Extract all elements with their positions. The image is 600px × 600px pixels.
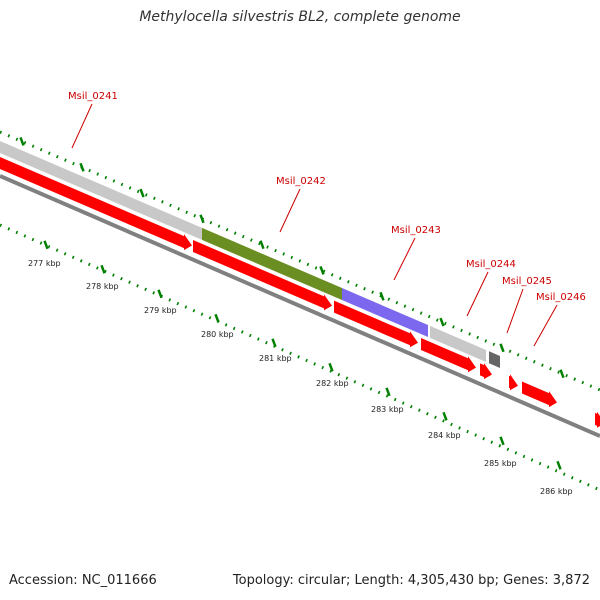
tick-label: 278 kbp: [86, 282, 119, 291]
outer-major-tick-10: [559, 369, 565, 379]
gene-bar-msil-0244: [430, 325, 486, 362]
cds-arrow-8: [595, 411, 600, 428]
inner-major-tick-7: [385, 387, 391, 397]
outer-major-tick-6: [319, 266, 325, 275]
gene-bar-msil-0242: [202, 227, 342, 301]
gene-label-msil-0241[interactable]: Msil_0241: [68, 91, 118, 102]
gene-callout-line: [533, 304, 558, 347]
outer-major-tick-7: [379, 291, 385, 301]
tick-label: 280 kbp: [201, 330, 234, 339]
backbone-line: [0, 174, 600, 438]
cds-track: [0, 157, 600, 428]
inner-major-tick-1: [43, 240, 49, 250]
cds-arrow-4: [421, 338, 476, 373]
inner-major-tick-3: [157, 289, 163, 299]
tick-label: 281 kbp: [259, 354, 292, 363]
tick-labels: 277 kbp 278 kbp 279 kbp 280 kbp 281 kbp 282 k…: [28, 259, 573, 496]
genome-summary-text: Topology: circular; Length: 4,305,430 bp…: [232, 573, 590, 588]
outer-tick-track: [0, 130, 600, 392]
gene-label-msil-0245[interactable]: Msil_0245: [502, 276, 552, 287]
tick-label: 277 kbp: [28, 259, 61, 268]
gene-bar-msil-0243: [342, 288, 428, 338]
inner-major-tick-10: [556, 460, 562, 470]
tick-label: 286 kbp: [540, 487, 573, 496]
outer-major-tick-5: [259, 240, 265, 250]
gene-callout-line: [279, 188, 301, 233]
outer-major-ticks: [19, 137, 565, 379]
cds-arrow-1: [0, 157, 192, 251]
inner-major-tick-9: [499, 436, 505, 446]
outer-major-tick-4: [199, 214, 205, 224]
inner-major-tick-6: [328, 362, 334, 372]
tick-label: 285 kbp: [484, 459, 517, 468]
gene-bar-msil-0245: [489, 351, 500, 368]
cds-arrow-3: [334, 300, 418, 348]
outer-major-tick-1: [19, 137, 25, 146]
gene-bar-msil-0241: [0, 141, 202, 240]
map-title: Methylocella silvestris BL2, complete ge…: [139, 9, 461, 25]
gene-callout-line: [393, 237, 416, 281]
gene-label-msil-0244[interactable]: Msil_0244: [466, 259, 516, 270]
gene-callout-line: [71, 103, 93, 149]
tick-label: 284 kbp: [428, 431, 461, 440]
cds-arrow-6: [509, 374, 518, 391]
tick-label: 282 kbp: [316, 379, 349, 388]
accession-text: Accession: NC_011666: [9, 573, 157, 588]
inner-tick-track: [0, 223, 600, 492]
gene-label-msil-0246[interactable]: Msil_0246: [536, 292, 586, 303]
cds-arrow-7: [522, 381, 557, 408]
inner-major-tick-2: [100, 264, 106, 274]
inner-major-tick-5: [271, 338, 277, 348]
cds-arrow-5: [480, 363, 492, 380]
tick-label: 283 kbp: [371, 405, 404, 414]
inner-major-tick-8: [442, 411, 448, 421]
inner-major-tick-4: [214, 313, 220, 323]
cds-arrow-2: [193, 239, 332, 311]
inner-major-ticks: [43, 240, 562, 470]
outer-major-tick-9: [499, 343, 505, 353]
outer-major-tick-2: [79, 162, 85, 172]
gene-labels: Msil_0241 Msil_0242 Msil_0243 Msil_0244 Msil…: [68, 91, 586, 347]
gene-label-msil-0243[interactable]: Msil_0243: [391, 225, 441, 236]
gene-callout-line: [466, 271, 489, 317]
gene-callout-line: [506, 288, 524, 334]
outer-major-tick-3: [139, 188, 145, 198]
outer-major-tick-8: [439, 317, 445, 327]
gene-track: [0, 141, 500, 368]
gene-label-msil-0242[interactable]: Msil_0242: [276, 176, 326, 187]
tick-label: 279 kbp: [144, 306, 177, 315]
